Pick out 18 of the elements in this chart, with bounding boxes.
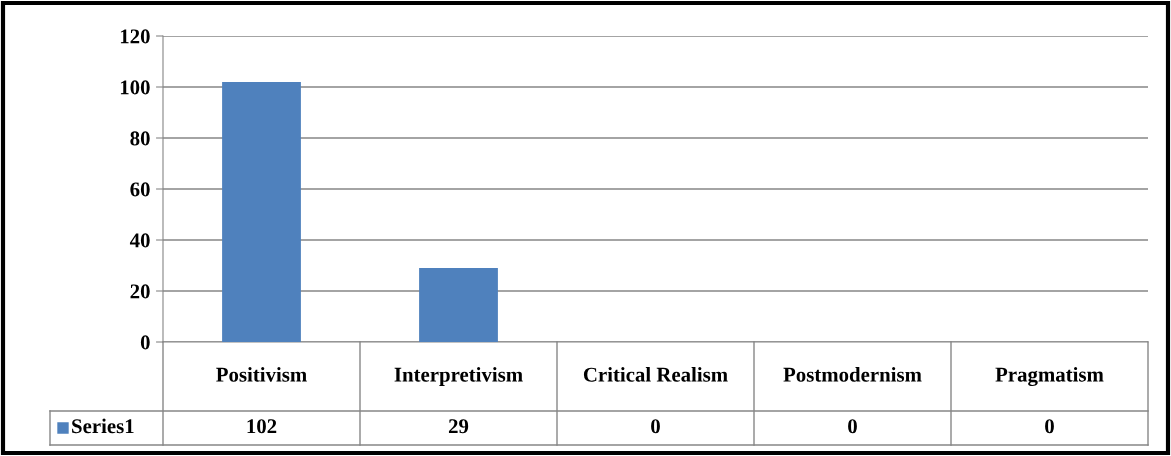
x-tick-label: Pragmatism: [995, 366, 1104, 387]
x-tick-label: Critical Realism: [583, 367, 728, 382]
data-label: 0: [1045, 419, 1054, 434]
y-tick-label: 0: [140, 335, 150, 350]
x-tick-label: Postmodernism: [783, 367, 922, 382]
x-tick-label: Positivism: [216, 367, 307, 382]
data-label: 0: [848, 419, 857, 434]
y-tick-label: 80: [130, 131, 150, 146]
data-label: 29: [448, 419, 469, 434]
y-tick-label: 20: [130, 284, 150, 299]
y-tick-label: 100: [120, 80, 150, 95]
data-label: 102: [247, 419, 277, 434]
data-label: 0: [651, 419, 660, 434]
y-tick-label: 120: [120, 29, 150, 44]
legend-label: Series1: [72, 418, 134, 434]
y-tick-label: 40: [129, 233, 150, 248]
y-tick-label: 60: [130, 182, 150, 197]
x-tick-label: Interpretivism: [394, 367, 523, 386]
